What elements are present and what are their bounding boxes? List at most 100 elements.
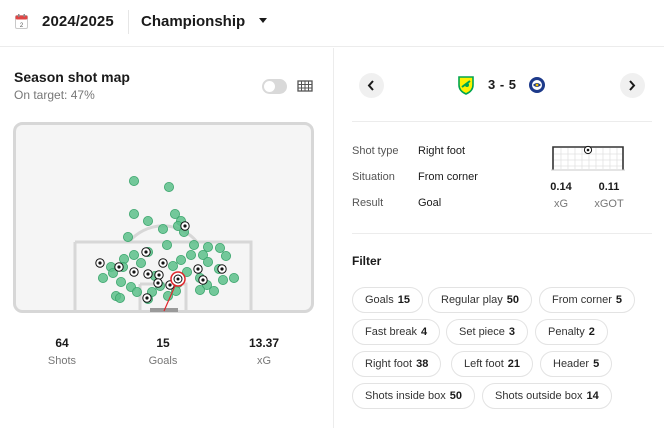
shot-marker[interactable]	[202, 256, 213, 267]
on-target-value: 47%	[70, 88, 95, 102]
shot-marker[interactable]	[181, 266, 192, 277]
shot-marker[interactable]	[197, 249, 208, 260]
goal-marker[interactable]	[193, 264, 203, 274]
shot-marker[interactable]	[129, 249, 140, 260]
filter-chip-right-foot[interactable]: Right foot 38	[352, 351, 442, 377]
shot-marker[interactable]	[161, 240, 172, 251]
goal-marker[interactable]	[129, 267, 139, 277]
stat-label: Goals	[148, 355, 178, 367]
chip-count: 4	[420, 326, 428, 338]
shot-marker[interactable]	[208, 285, 219, 296]
shot-marker[interactable]	[214, 243, 225, 254]
goal-marker[interactable]	[141, 247, 151, 257]
season-selector[interactable]: 2024/2025	[42, 13, 114, 30]
stat-value: 13.37	[248, 336, 280, 350]
league-selector[interactable]: Championship	[141, 13, 246, 30]
calendar-icon: 2	[15, 14, 28, 29]
selected-goal-marker[interactable]	[170, 271, 186, 287]
shotmap-toggle[interactable]	[262, 79, 287, 94]
previous-match-button[interactable]	[359, 73, 384, 98]
stat-shots: 64 Shots	[27, 336, 97, 367]
chevron-left-icon	[367, 80, 374, 91]
goal-marker[interactable]	[158, 258, 168, 268]
filter-chip-set-piece[interactable]: Set piece 3	[446, 319, 528, 345]
filter-chip-penalty[interactable]: Penalty 2	[535, 319, 608, 345]
filter-chip-shots-inside-box[interactable]: Shots inside box 50	[352, 383, 475, 409]
home-team-crest-icon	[458, 76, 474, 95]
on-target-label: On target:	[14, 88, 68, 102]
chip-label: Left foot	[464, 358, 504, 370]
shot-marker[interactable]	[228, 272, 239, 283]
chevron-down-icon[interactable]	[259, 18, 267, 23]
goal-marker[interactable]	[114, 262, 124, 272]
goal-marker[interactable]	[153, 278, 163, 288]
filter-chip-regular-play[interactable]: Regular play 50	[428, 287, 533, 313]
xg-label: xG	[553, 198, 569, 210]
goal-marker[interactable]	[142, 293, 152, 303]
shot-marker[interactable]	[185, 249, 196, 260]
shot-marker[interactable]	[116, 276, 127, 287]
shot-marker[interactable]	[115, 292, 126, 303]
next-match-button[interactable]	[620, 73, 645, 98]
chip-label: Shots outside box	[495, 390, 583, 402]
filter-title: Filter	[352, 254, 382, 268]
detail-label-situation: Situation	[352, 171, 395, 183]
match-score: 3 - 5	[488, 77, 517, 92]
shot-marker[interactable]	[142, 216, 153, 227]
goal-marker[interactable]	[180, 221, 190, 231]
shot-marker[interactable]	[169, 209, 180, 220]
stat-value: 15	[156, 336, 170, 350]
chevron-right-icon	[629, 80, 636, 91]
shot-marker[interactable]	[175, 254, 186, 265]
divider	[352, 233, 652, 234]
shotmap-title: Season shot map	[14, 69, 130, 85]
panel-divider	[333, 48, 334, 428]
chip-count: 21	[507, 358, 521, 370]
toggle-knob	[264, 81, 275, 92]
filter-chip-fast-break[interactable]: Fast break 4	[352, 319, 441, 345]
shot-marker[interactable]	[202, 242, 213, 253]
shot-marker[interactable]	[167, 260, 178, 271]
shot-marker[interactable]	[162, 290, 173, 301]
filter-chip-goals[interactable]: Goals 15	[352, 287, 423, 313]
shot-marker[interactable]	[98, 272, 109, 283]
stat-label: Shots	[47, 355, 77, 367]
goal-marker[interactable]	[95, 258, 105, 268]
goal-marker[interactable]	[198, 275, 208, 285]
chip-label: Right foot	[365, 358, 413, 370]
stat-goals: 15 Goals	[128, 336, 198, 367]
shot-marker[interactable]	[220, 250, 231, 261]
goal-net-icon[interactable]	[297, 80, 313, 92]
shot-marker[interactable]	[123, 232, 134, 243]
goal-marker[interactable]	[154, 270, 164, 280]
shot-marker[interactable]	[129, 176, 140, 187]
detail-label-result: Result	[352, 197, 384, 209]
filter-chip-left-foot[interactable]: Left foot 21	[451, 351, 534, 377]
chip-count: 2	[588, 326, 595, 338]
detail-label-shot-type: Shot type	[352, 145, 399, 157]
goal-marker[interactable]	[217, 264, 227, 274]
xgot-value: 0.11	[598, 181, 620, 193]
shot-marker[interactable]	[157, 224, 168, 235]
shot-marker[interactable]	[136, 257, 147, 268]
goal-marker[interactable]	[143, 269, 153, 279]
chip-label: Goals	[365, 294, 394, 306]
shot-marker[interactable]	[188, 240, 199, 251]
detail-value-result: Goal	[418, 197, 442, 209]
filter-chip-from-corner[interactable]: From corner 5	[539, 287, 636, 313]
filter-chip-shots-outside-box[interactable]: Shots outside box 14	[482, 383, 612, 409]
shot-marker[interactable]	[217, 274, 228, 285]
chip-count: 50	[506, 294, 520, 306]
separator	[128, 10, 129, 34]
svg-text:2: 2	[20, 23, 24, 29]
detail-value-shot-type: Right foot	[418, 145, 466, 157]
shot-marker[interactable]	[163, 182, 174, 193]
shot-marker[interactable]	[194, 284, 205, 295]
shot-marker[interactable]	[108, 267, 119, 278]
divider	[352, 121, 652, 122]
chip-label: Header	[553, 358, 590, 370]
shot-marker[interactable]	[129, 209, 140, 220]
filter-chip-header[interactable]: Header 5	[540, 351, 613, 377]
shot-marker[interactable]	[132, 286, 143, 297]
chip-label: Regular play	[441, 294, 503, 306]
